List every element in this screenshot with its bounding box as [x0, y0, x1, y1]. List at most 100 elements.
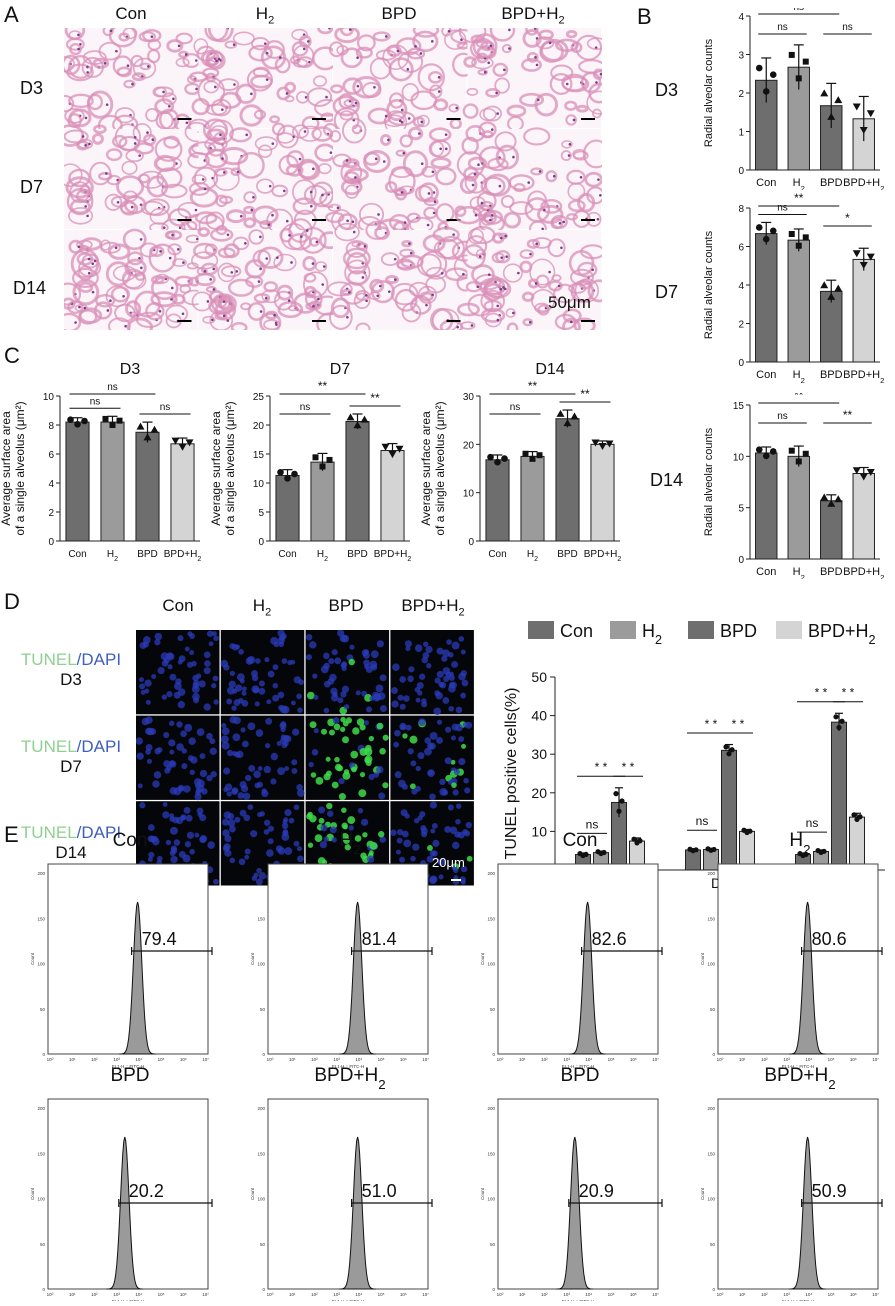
nucleus — [560, 246, 563, 250]
alveolar-wall — [393, 188, 406, 197]
alveolar-wall — [550, 64, 574, 82]
alveolar-wall — [150, 275, 179, 301]
tunel-positive-nucleus — [364, 747, 373, 756]
y-tick-label: 10 — [463, 489, 475, 500]
alveolar-wall — [343, 98, 360, 108]
dapi-nucleus — [184, 841, 192, 848]
alveolar-wall — [299, 226, 327, 254]
flow-y-tick: 150 — [37, 916, 45, 921]
alveolar-wall — [139, 62, 152, 71]
nucleus — [77, 33, 80, 37]
nucleus — [300, 235, 303, 238]
dapi-nucleus — [196, 673, 202, 679]
data-point — [729, 747, 735, 753]
nucleus — [105, 103, 109, 106]
flow-y-label: Count — [250, 952, 255, 965]
alveolar-wall — [522, 318, 534, 327]
bar-h2 — [310, 461, 335, 542]
dapi-nucleus — [140, 689, 146, 695]
flow-x-tick: 10¹ — [69, 1292, 76, 1297]
dapi-nucleus — [364, 664, 370, 670]
flow-x-tick: 10⁵ — [158, 1292, 165, 1297]
tunel-positive-nucleus — [318, 817, 325, 824]
tunel-positive-nucleus — [450, 759, 456, 765]
dapi-nucleus — [145, 699, 151, 705]
alveolar-wall — [232, 31, 255, 46]
dapi-nucleus — [267, 670, 275, 678]
nucleus — [268, 184, 272, 188]
dapi-nucleus — [177, 786, 184, 792]
y-tick-label: 15 — [733, 401, 745, 412]
alveolar-wall — [213, 167, 240, 191]
flow-x-tick: 10⁶ — [850, 1057, 857, 1062]
alveolar-wall — [260, 45, 287, 70]
data-point — [360, 415, 369, 423]
alveolar-wall — [344, 184, 359, 199]
alveolar-wall — [205, 103, 228, 116]
dapi-nucleus — [284, 809, 292, 817]
y-tick-label: 0 — [738, 166, 744, 177]
chart-title: D3 — [120, 361, 141, 378]
data-point — [284, 475, 291, 482]
dapi-nucleus — [320, 824, 328, 832]
nucleus — [221, 157, 224, 160]
dapi-nucleus — [263, 765, 272, 774]
data-point — [598, 850, 604, 857]
histology-image-grid — [54, 14, 613, 337]
dapi-nucleus — [313, 728, 319, 734]
nucleus — [203, 187, 207, 191]
flow-x-tick: 10² — [541, 1292, 548, 1297]
alveolar-wall — [492, 62, 509, 77]
flow-histogram-svg: Con 0 50 100 150 200 Count 10⁰ 10¹ 10² 10³ 10⁴ 10⁵ 10… — [30, 830, 433, 1304]
alveolar-wall — [305, 302, 317, 311]
flow-peak — [789, 901, 826, 1055]
alveolar-wall — [483, 277, 510, 298]
alveolar-wall — [121, 160, 138, 175]
y-tick-label: 10 — [531, 823, 547, 839]
alveolar-wall — [363, 151, 381, 166]
alveolar-wall — [285, 163, 304, 177]
nucleus — [425, 303, 428, 307]
alveolar-wall — [95, 293, 116, 308]
nucleus — [244, 242, 247, 245]
alveolar-wall — [494, 131, 517, 152]
dapi-nucleus — [272, 694, 280, 702]
flow-gate-value: 20.2 — [129, 1181, 164, 1201]
alveolar-wall — [535, 36, 555, 50]
data-point — [769, 71, 777, 79]
nucleus — [503, 68, 506, 72]
dapi-nucleus — [297, 707, 303, 713]
alveolar-wall — [353, 292, 371, 309]
alveolar-wall — [271, 122, 286, 136]
nucleus — [259, 310, 263, 313]
d-row-label-d14: TUNEL/DAPI D14 — [20, 823, 122, 862]
nucleus — [487, 61, 491, 65]
tunel-svg — [135, 629, 474, 886]
y-tick-label: 0 — [738, 555, 744, 566]
alveolar-wall — [104, 193, 123, 211]
dapi-nucleus — [149, 835, 157, 843]
data-point — [143, 433, 152, 441]
data-point — [755, 446, 763, 453]
y-tick-label: 15 — [253, 450, 265, 461]
alveolar-wall — [156, 167, 183, 189]
dapi-nucleus — [458, 636, 465, 642]
nucleus — [548, 41, 552, 45]
significance-label: ** — [528, 379, 538, 393]
y-axis-label: Radial alveolar counts — [703, 427, 715, 536]
data-point — [605, 440, 614, 448]
dapi-nucleus — [328, 658, 335, 665]
dapi-nucleus — [445, 726, 452, 733]
alveolar-wall — [317, 163, 332, 175]
nucleus — [474, 213, 478, 217]
alveolar-wall — [560, 150, 572, 162]
dapi-nucleus — [460, 649, 466, 655]
flow-x-tick: 10⁵ — [608, 1057, 615, 1062]
dapi-nucleus — [180, 730, 187, 738]
nucleus — [354, 101, 358, 105]
nucleus — [209, 278, 212, 281]
x-tick-label: BPD+H2 — [584, 549, 622, 563]
panel-d-scale-bar-label: 20μm — [432, 855, 465, 870]
dapi-nucleus — [240, 727, 246, 733]
